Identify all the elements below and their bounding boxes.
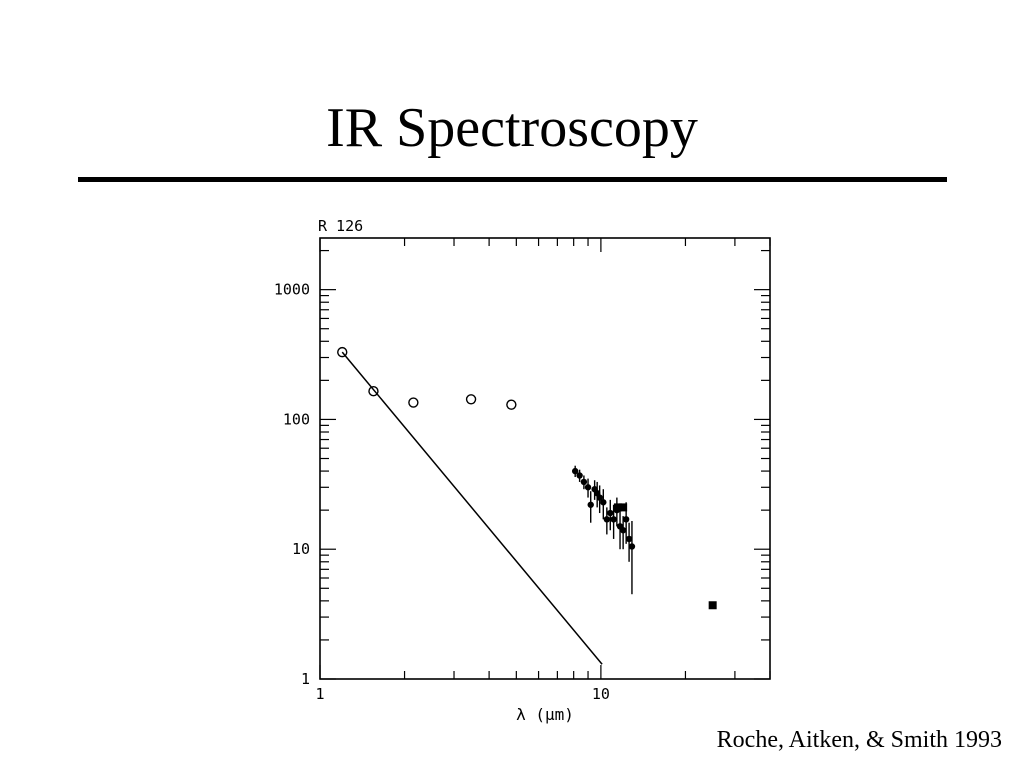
filled-circle-point [596,494,603,501]
model-line [341,351,603,665]
filled-circle-point [571,467,579,475]
x-axis-label: λ (μm) [516,705,574,724]
filled-square-point [613,503,622,512]
filled-circle-point [628,543,636,550]
slide-title: IR Spectroscopy [326,97,698,159]
filled-circle-point [587,501,594,508]
filled-circle-point [619,527,627,534]
data-marks [337,346,717,665]
open-circle-point [506,399,517,410]
filled-square-point [708,601,717,610]
plot-frame [319,237,771,680]
sed-chart: R 126 1 10 1 10 100 1000 λ (μm) [274,217,771,724]
filled-square-point [619,503,628,512]
open-circle-point [465,394,477,405]
y-tick-label: 10 [292,540,310,558]
filled-circle-point [607,509,614,517]
title-divider [78,177,947,182]
filled-circle-point [622,516,630,523]
chart-title: R 126 [318,217,363,235]
y-tick-label: 100 [283,410,310,428]
filled-circle-point [580,478,588,486]
x-tick-label: 10 [592,685,610,703]
filled-circle-point [600,499,607,506]
y-tick-label: 1 [301,670,310,688]
axis-ticks [319,238,771,680]
open-circle-point [408,397,419,408]
filled-circle-point [603,516,611,523]
filled-circle-point [576,472,583,479]
citation: Roche, Aitken, & Smith 1993 [716,727,1002,753]
tick-labels: 1 10 1 10 100 1000 [274,281,610,703]
filled-circle-point [625,535,633,543]
y-tick-label: 1000 [274,281,310,299]
filled-circle-point [610,516,617,523]
x-tick-label: 1 [315,685,324,703]
filled-circle-point [584,484,592,491]
